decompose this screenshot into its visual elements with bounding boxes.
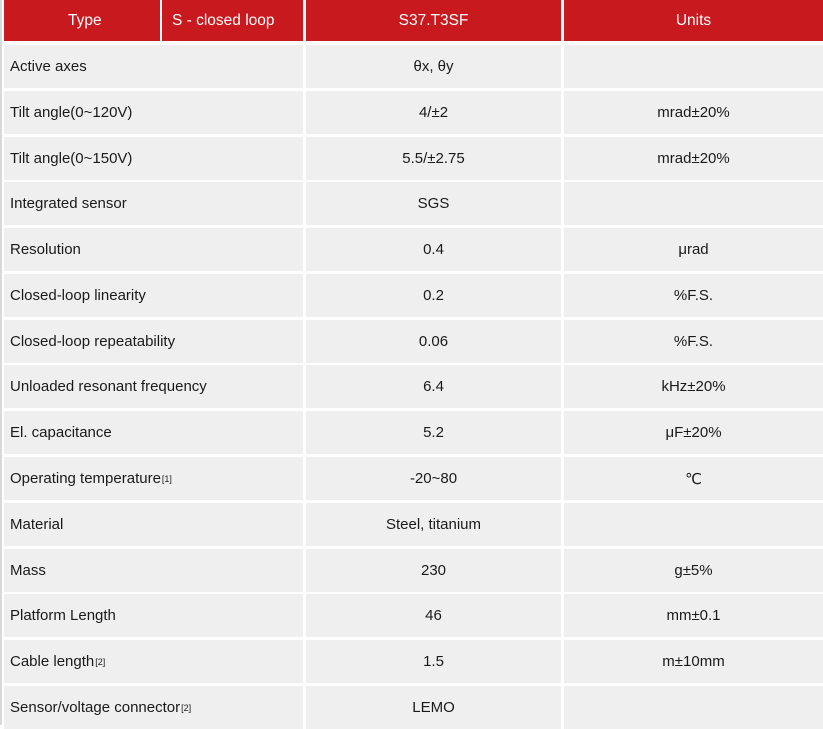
row-label-text: Integrated sensor xyxy=(10,195,127,212)
row-label-text: Cable length xyxy=(10,653,95,670)
header-type: Type xyxy=(4,0,160,42)
table-row: Unloaded resonant frequency 6.4 kHz±20% xyxy=(2,365,823,408)
row-label-text: Closed-loop repeatability xyxy=(10,333,176,350)
row-label: Platform Length xyxy=(4,594,303,637)
table-row: Cable length [2] 1.5 m±10mm xyxy=(2,640,823,683)
row-label: Resolution xyxy=(4,228,303,271)
row-value: 5.5/±2.75 xyxy=(306,137,561,180)
table-header: Type S - closed loop S37.T3SF Units xyxy=(2,0,823,42)
row-unit: g±5% xyxy=(564,549,823,592)
row-value: 0.4 xyxy=(306,228,561,271)
row-label-text: Resolution xyxy=(10,241,81,258)
table-row: Operating temperature [1] -20~80 ℃ xyxy=(2,457,823,500)
row-label-text: Tilt angle(0~150V) xyxy=(10,150,133,167)
table-row: Integrated sensor SGS xyxy=(2,182,823,225)
table-row: Mass 230 g±5% xyxy=(2,549,823,592)
row-unit: %F.S. xyxy=(564,320,823,363)
row-label-text: Closed-loop linearity xyxy=(10,287,146,304)
header-units: Units xyxy=(564,0,823,42)
row-unit: m±10mm xyxy=(564,640,823,683)
row-value: 4/±2 xyxy=(306,91,561,134)
row-unit: kHz±20% xyxy=(564,365,823,408)
row-value: 0.06 xyxy=(306,320,561,363)
row-unit: μF±20% xyxy=(564,411,823,454)
row-unit xyxy=(564,686,823,729)
table-row: Closed-loop repeatability 0.06 %F.S. xyxy=(2,320,823,363)
row-label: Operating temperature [1] xyxy=(4,457,303,500)
row-unit: ℃ xyxy=(564,457,823,500)
row-label: Sensor/voltage connector [2] xyxy=(4,686,303,729)
row-label: Integrated sensor xyxy=(4,182,303,225)
row-label: Tilt angle(0~120V) xyxy=(4,91,303,134)
table-row: Material Steel, titanium xyxy=(2,503,823,546)
row-value: 5.2 xyxy=(306,411,561,454)
row-label-text: El. capacitance xyxy=(10,424,112,441)
row-label: Active axes xyxy=(4,45,303,88)
row-value: 1.5 xyxy=(306,640,561,683)
row-value: 0.2 xyxy=(306,274,561,317)
row-label: Unloaded resonant frequency xyxy=(4,365,303,408)
row-label-text: Material xyxy=(10,516,64,533)
table-row: Sensor/voltage connector [2] LEMO xyxy=(2,686,823,729)
table-row: Platform Length 46 mm±0.1 xyxy=(2,594,823,637)
row-label-text: Platform Length xyxy=(10,607,116,624)
row-value: θx, θy xyxy=(306,45,561,88)
header-mode: S - closed loop xyxy=(162,0,303,42)
row-value: LEMO xyxy=(306,686,561,729)
row-label: El. capacitance xyxy=(4,411,303,454)
table-row: Tilt angle(0~150V) 5.5/±2.75 mrad±20% xyxy=(2,137,823,180)
row-unit xyxy=(564,503,823,546)
row-label-text: Operating temperature xyxy=(10,470,161,487)
row-value: SGS xyxy=(306,182,561,225)
table-row: Tilt angle(0~120V) 4/±2 mrad±20% xyxy=(2,91,823,134)
row-label: Cable length [2] xyxy=(4,640,303,683)
row-label-text: Unloaded resonant frequency xyxy=(10,378,207,395)
row-value: 230 xyxy=(306,549,561,592)
row-unit: mrad±20% xyxy=(564,137,823,180)
table-row: Closed-loop linearity 0.2 %F.S. xyxy=(2,274,823,317)
row-value: 6.4 xyxy=(306,365,561,408)
row-value: 46 xyxy=(306,594,561,637)
row-unit: mrad±20% xyxy=(564,91,823,134)
table-row: El. capacitance 5.2 μF±20% xyxy=(2,411,823,454)
table-row: Active axes θx, θy xyxy=(2,45,823,88)
row-unit: %F.S. xyxy=(564,274,823,317)
row-label-text: Mass xyxy=(10,562,46,579)
row-unit: mm±0.1 xyxy=(564,594,823,637)
header-model: S37.T3SF xyxy=(306,0,561,42)
table-row: Resolution 0.4 μrad xyxy=(2,228,823,271)
row-label: Tilt angle(0~150V) xyxy=(4,137,303,180)
row-label: Closed-loop linearity xyxy=(4,274,303,317)
row-label-text: Active axes xyxy=(10,58,87,75)
row-label-text: Tilt angle(0~120V) xyxy=(10,104,133,121)
row-unit: μrad xyxy=(564,228,823,271)
row-label-text: Sensor/voltage connector xyxy=(10,699,181,716)
row-unit xyxy=(564,182,823,225)
header-divider xyxy=(2,41,823,44)
row-unit xyxy=(564,45,823,88)
row-label: Closed-loop repeatability xyxy=(4,320,303,363)
row-value: Steel, titanium xyxy=(306,503,561,546)
row-label: Mass xyxy=(4,549,303,592)
row-value: -20~80 xyxy=(306,457,561,500)
row-label: Material xyxy=(4,503,303,546)
